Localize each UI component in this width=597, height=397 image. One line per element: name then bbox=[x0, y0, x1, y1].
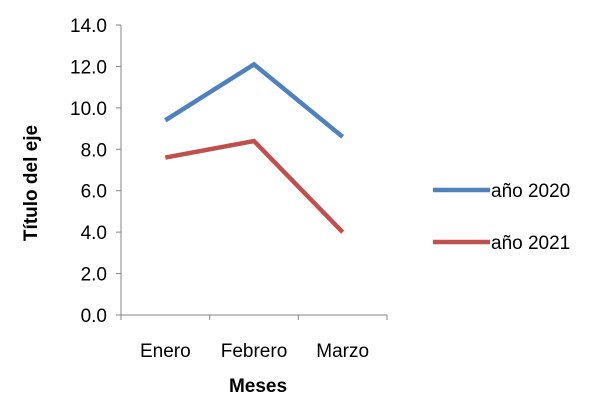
y-tick-label: 8.0 bbox=[81, 140, 107, 161]
x-tick-label: Enero bbox=[140, 341, 191, 362]
x-tick-label: Febrero bbox=[221, 341, 288, 362]
y-axis-title: Título del eje bbox=[21, 125, 42, 241]
y-axis-ticks: 0.0 2.0 4.0 6.0 8.0 10.0 12.0 14.0 bbox=[70, 16, 121, 327]
legend-label-1: año 2020 bbox=[491, 181, 570, 202]
x-axis-title: Meses bbox=[229, 376, 287, 397]
series-line-2 bbox=[164, 138, 345, 234]
legend: año 2020 año 2021 bbox=[433, 181, 570, 254]
y-tick-label: 6.0 bbox=[81, 182, 107, 203]
series-line-1 bbox=[164, 61, 345, 139]
x-tick-label: Marzo bbox=[316, 341, 369, 362]
legend-label-2: año 2021 bbox=[491, 233, 570, 254]
y-tick-label: 14.0 bbox=[70, 16, 107, 37]
y-tick-label: 10.0 bbox=[70, 99, 107, 120]
y-tick-label: 4.0 bbox=[81, 223, 107, 244]
y-tick-label: 12.0 bbox=[70, 57, 107, 78]
x-axis-ticks: Enero Febrero Marzo bbox=[120, 315, 388, 362]
y-tick-label: 0.0 bbox=[81, 306, 107, 327]
series-lines bbox=[164, 61, 345, 234]
y-tick-label: 2.0 bbox=[81, 265, 107, 286]
